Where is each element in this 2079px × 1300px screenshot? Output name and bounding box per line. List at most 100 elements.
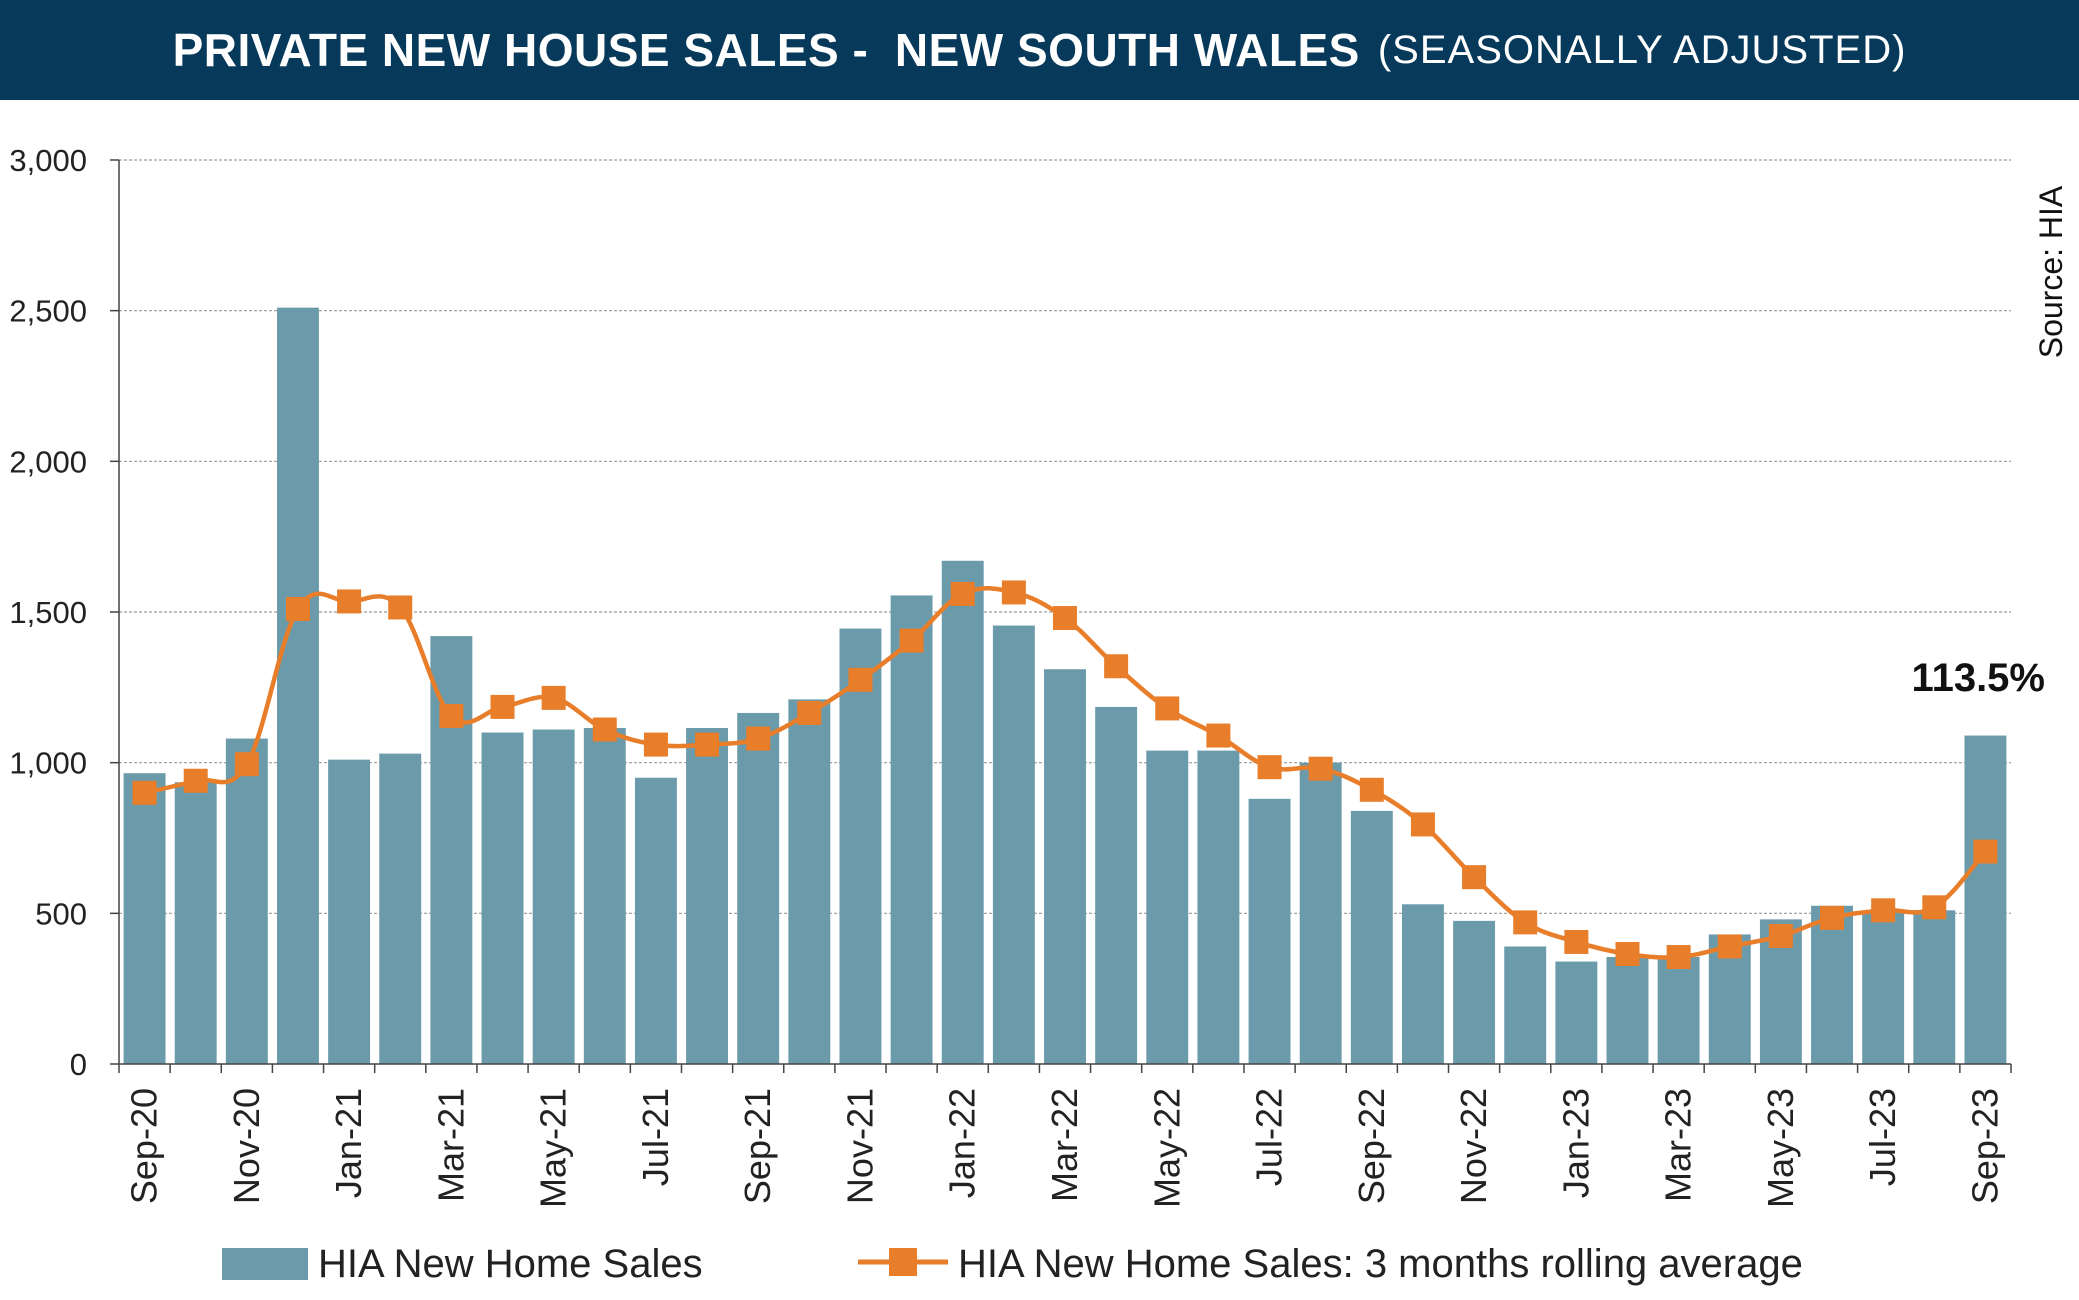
bar: [379, 753, 422, 1064]
line-point: [1820, 905, 1845, 930]
line-point: [285, 596, 310, 621]
x-tick-label: Jul-21: [635, 1088, 676, 1186]
x-tick-label: Jan-22: [942, 1088, 983, 1198]
y-tick-labels: 0 500 1,000 1,500 2,000 2,500 3,000: [9, 143, 87, 1082]
x-tick-label: May-22: [1146, 1088, 1187, 1208]
bar: [225, 738, 268, 1064]
bar: [890, 595, 933, 1064]
bar: [1657, 957, 1700, 1064]
x-tick-label: Sep-22: [1351, 1088, 1392, 1204]
bar: [1248, 798, 1291, 1064]
line-point: [1308, 756, 1333, 781]
bar: [1401, 904, 1444, 1064]
change-annotation: 113.5%: [1912, 656, 2045, 700]
bar: [941, 560, 984, 1064]
bar: [992, 625, 1035, 1064]
line-point: [1462, 865, 1487, 890]
line-point: [388, 595, 413, 620]
line-point: [899, 628, 924, 653]
line-point: [1155, 696, 1180, 721]
line-point: [746, 726, 771, 751]
y-tick-label: 2,000: [9, 444, 87, 479]
line-point: [643, 732, 668, 757]
bar: [1555, 961, 1598, 1064]
axes: [118, 160, 2012, 1073]
chart-subtitle: (SEASONALLY ADJUSTED): [1377, 27, 1907, 72]
x-tick-label: May-23: [1760, 1088, 1801, 1208]
line-point: [848, 667, 873, 692]
x-tick-label: Sep-21: [737, 1088, 778, 1204]
line-point: [1973, 839, 1998, 864]
y-tick-label: 3,000: [9, 143, 87, 178]
bar: [788, 699, 831, 1064]
line-point: [1615, 942, 1640, 967]
bar: [430, 636, 473, 1064]
line-point: [592, 717, 617, 742]
source-label: Source: HIA: [2033, 185, 2069, 358]
x-tick-label: Nov-21: [839, 1088, 880, 1204]
x-tick-label: Sep-23: [1964, 1088, 2005, 1204]
legend: HIA New Home Sales HIA New Home Sales: 3…: [222, 1242, 1803, 1286]
x-tick-label: Sep-20: [124, 1088, 165, 1204]
x-tick-label: Mar-21: [430, 1088, 471, 1202]
bar: [328, 759, 371, 1064]
x-tick-label: Mar-22: [1044, 1088, 1085, 1202]
y-tick-label: 2,500: [9, 294, 87, 329]
bar: [686, 728, 729, 1064]
line-point: [1410, 812, 1435, 837]
bar: [1606, 957, 1649, 1064]
bar: [839, 628, 882, 1064]
line-point: [490, 694, 515, 719]
line-point: [1053, 606, 1077, 631]
y-tick-label: 0: [70, 1047, 87, 1082]
bar: [123, 773, 166, 1064]
bar: [1504, 946, 1547, 1064]
bar: [532, 729, 575, 1064]
bar: [1146, 750, 1189, 1064]
line-point: [1104, 654, 1129, 679]
y-tick-label: 1,500: [9, 595, 87, 630]
x-tick-labels: Sep-20 Nov-20 Jan-21 Mar-21 May-21 Jul-21 Sep-…: [124, 1088, 2006, 1208]
line-point: [695, 732, 720, 757]
line-series: [132, 580, 1998, 970]
y-tick-label: 1,000: [9, 746, 87, 781]
x-tick-label: Nov-20: [226, 1088, 267, 1204]
chart-area: 0 500 1,000 1,500 2,000 2,500 3,000 Sep-20 Nov-…: [9, 143, 2069, 1286]
line-point: [1871, 898, 1896, 923]
bar: [277, 307, 319, 1064]
bar: [174, 782, 217, 1064]
y-tick-label: 500: [35, 896, 87, 931]
bar: [583, 728, 626, 1064]
bar: [481, 732, 524, 1064]
line-point: [1666, 945, 1691, 970]
line-point: [439, 703, 464, 728]
line-point: [1257, 755, 1282, 780]
line-point: [1513, 910, 1538, 935]
line-point: [1001, 580, 1026, 605]
x-tick-label: Jul-23: [1862, 1088, 1903, 1186]
bar: [737, 712, 780, 1064]
line-point: [1206, 723, 1231, 748]
line-point: [797, 700, 822, 725]
x-tick-label: Mar-23: [1658, 1088, 1699, 1202]
bar: [1964, 735, 2007, 1064]
line-point: [1922, 895, 1947, 920]
line-point: [183, 768, 208, 793]
line-point: [132, 780, 157, 805]
legend-bar-swatch: [222, 1248, 308, 1280]
x-tick-label: Nov-22: [1453, 1088, 1494, 1204]
bar: [1862, 911, 1905, 1064]
bar: [1197, 750, 1240, 1064]
x-tick-label: Jan-21: [328, 1088, 369, 1198]
bar: [1095, 706, 1138, 1064]
line-point: [950, 581, 975, 606]
x-tick-label: May-21: [533, 1088, 574, 1208]
bar-series: [123, 307, 2007, 1064]
bar: [1350, 810, 1393, 1064]
line-point: [337, 589, 362, 614]
line-point: [541, 685, 566, 710]
bar: [1453, 920, 1496, 1064]
bar: [1913, 910, 1956, 1064]
x-tick-label: Jan-23: [1555, 1088, 1596, 1198]
bar: [1299, 762, 1342, 1064]
